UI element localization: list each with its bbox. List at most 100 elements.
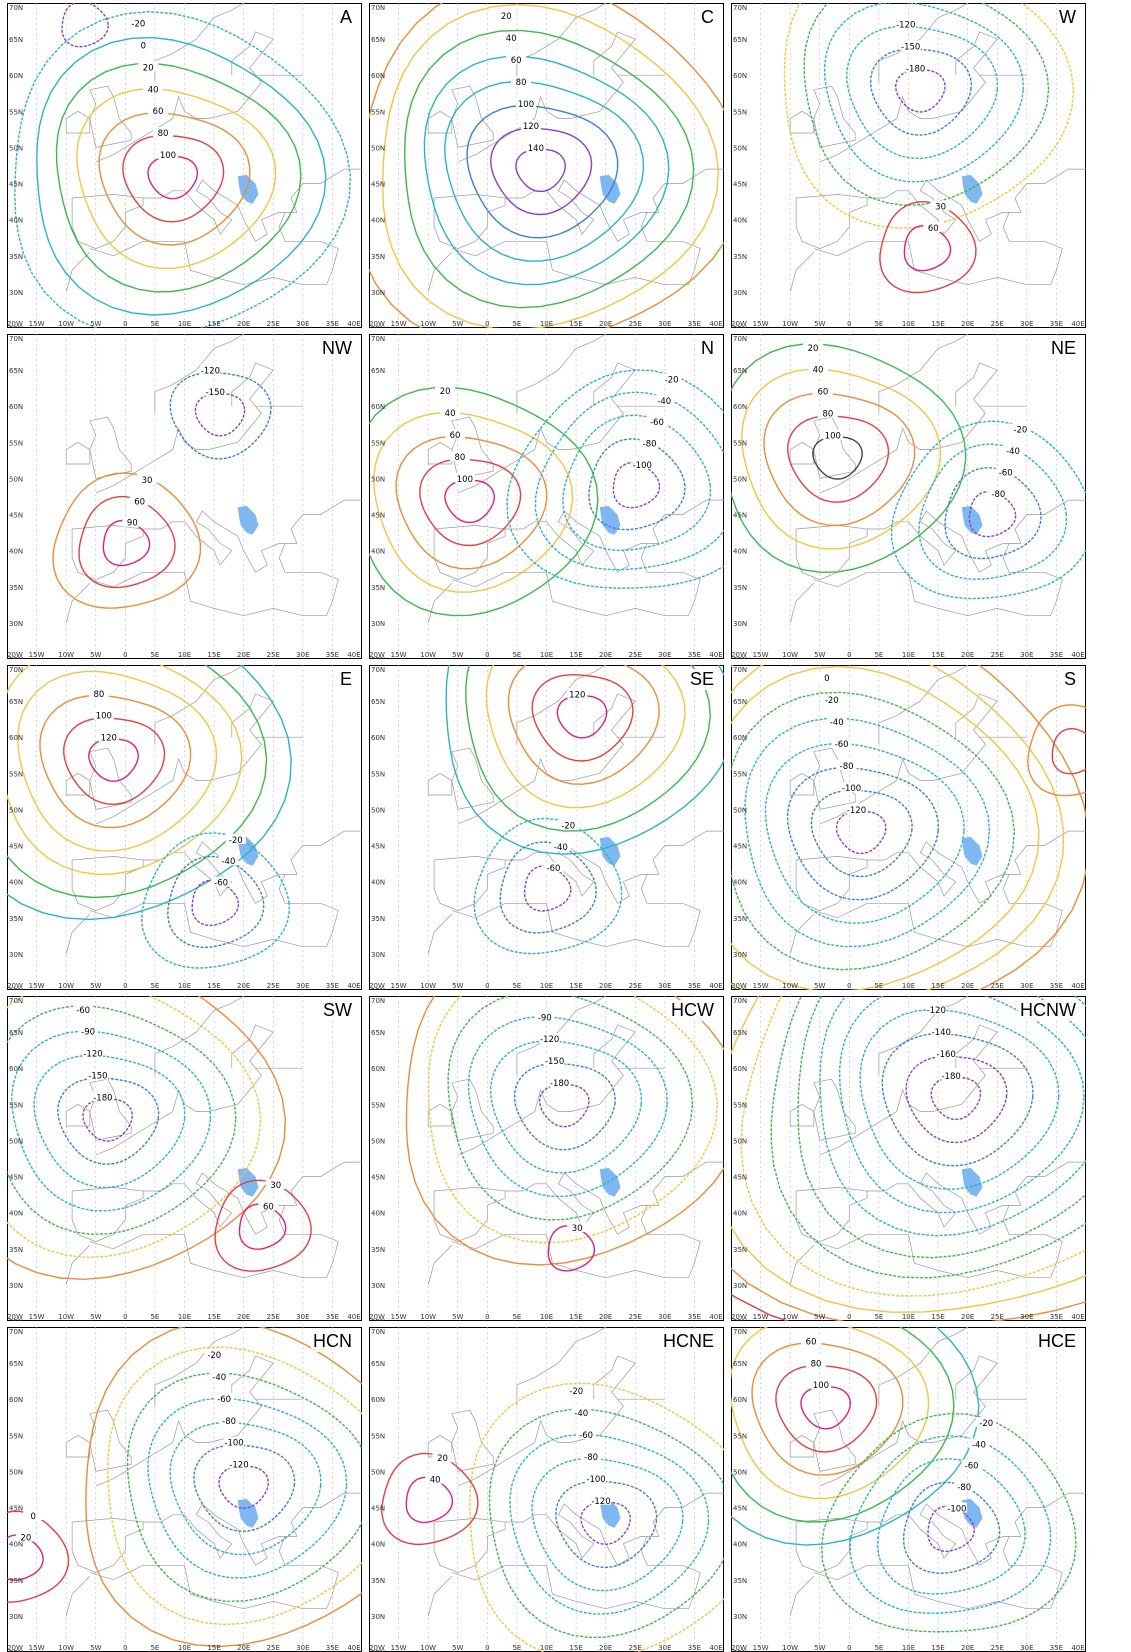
lat-label: 60N [733,1396,747,1404]
contour-label: -60 [547,864,561,874]
contour-label-bg [539,1033,560,1044]
contour-line [835,810,887,855]
contour-label: 30 [935,202,946,212]
contour-label-bg [822,429,843,440]
contour-label: -40 [574,1409,588,1419]
contour-label: 60 [806,1337,817,1347]
contour-label-bg [128,17,149,28]
coastline [451,874,701,948]
contour-label-bg [988,487,1009,498]
contour-label-bg [506,54,527,65]
lat-label: 45N [9,1174,23,1182]
lon-label: 0 [485,651,489,659]
lon-label: 5W [90,1313,101,1321]
lat-label: 70N [371,1328,385,1336]
lon-label: 10E [540,982,553,990]
map-panel-hcw: -180 -150 -120 -90 30 70N 65N 60N 55N 50N 45N 40N 35… [369,996,724,1321]
contour-line [763,392,916,527]
contour-label: 40 [813,366,824,376]
lat-label: 50N [9,1468,23,1476]
lat-label: 45N [733,1505,747,1513]
contour-line [513,1062,616,1151]
lon-label: 35E [326,651,339,659]
contour-line [580,1501,632,1546]
contour-line [39,694,192,829]
lon-label: 10W [420,320,436,328]
panel-title: S [1061,669,1078,690]
coastline [65,582,91,623]
contour-label-bg [841,781,862,792]
coastline [95,74,303,163]
lat-label: 50N [371,806,385,814]
lat-label: 30N [9,951,23,959]
map-canvas: 120 100 80 -60 -40 -20 70N 65N 60N 55N 50N 45N 40N 35… [7,665,362,990]
lat-label: 30N [9,289,23,297]
panel-title: HCW [669,1000,716,1021]
contour-label-bg [550,840,571,851]
coastline [154,996,244,1076]
lat-label: 40N [371,879,385,887]
contour-line [507,665,660,785]
lon-label: 10W [782,1313,798,1321]
contour-label-bg [900,40,921,51]
lon-label: 40E [347,982,360,990]
lat-label: 65N [9,367,23,375]
contour-label-bg [92,1091,113,1102]
contour-label: -160 [937,1050,956,1060]
coastline [95,1067,303,1156]
contour-label-bg [425,1473,446,1484]
contour-label-bg [1003,445,1024,456]
map-canvas: 120 -60 -40 -20 70N 65N 60N 55N 50N 45N 40N 35N 30N 2… [369,665,724,990]
contour-label: -120 [896,21,915,31]
lat-label: 35N [9,1577,23,1585]
lat-label: 60N [9,72,23,80]
lat-label: 45N [371,843,385,851]
map-panel-e: 120 100 80 -60 -40 -20 70N 65N 60N 55N 50N 45N 40N 35… [7,665,362,990]
lon-label: 40E [347,651,360,659]
coastline [955,1355,998,1400]
contour-label: 40 [430,1476,441,1486]
contour-line [214,1179,312,1272]
map-canvas: 100 80 60 40 20 0 -20 70N 65N 60N 55N 50N 45N 40N 35N 3… [7,3,362,328]
lat-label: 55N [9,439,23,447]
contour-label-bg [968,1438,989,1449]
contour-line [803,3,1050,206]
contour-label-bg [501,32,522,43]
map-panel-ne: 100 80 60 40 20 -80 -60 -40 -20 70N 65N 60N 55N 50N 45… [731,334,1086,659]
contour-label-bg [137,473,158,484]
lat-label: 65N [733,367,747,375]
lon-label: 20E [237,320,250,328]
lat-label: 45N [371,1505,385,1513]
contour-label-bg [836,759,857,770]
coastline [433,1518,506,1573]
contour-label-bg [534,1011,555,1022]
contour-label-bg [516,97,537,108]
coastline [89,747,132,810]
coastline [427,913,453,954]
lat-label: 30N [9,1613,23,1621]
contour-label-bg [961,1459,982,1470]
lon-label: 20E [599,1644,612,1652]
coastline [154,665,244,745]
contour-label-bg [432,1452,453,1463]
contour-line [17,670,218,852]
coastline [795,194,868,249]
study-region [237,836,259,866]
contour-line [876,1458,1026,1595]
panel-title: NW [320,338,354,359]
contour-line [169,1421,322,1556]
contour-line [859,1008,1060,1190]
lat-label: 65N [9,1029,23,1037]
contour-line [556,695,608,739]
lon-label: 0 [847,651,851,659]
coastline [451,85,494,148]
coastline [154,3,244,83]
lon-label: 30E [1020,1313,1033,1321]
contour-label-bg [895,18,916,29]
contour-label: -120 [540,1035,559,1045]
lon-label: 25E [629,1313,642,1321]
contour-label: -120 [847,806,866,816]
contour-label: -40 [212,1373,226,1383]
lon-label: 5W [90,1644,101,1652]
coastline [231,362,274,407]
